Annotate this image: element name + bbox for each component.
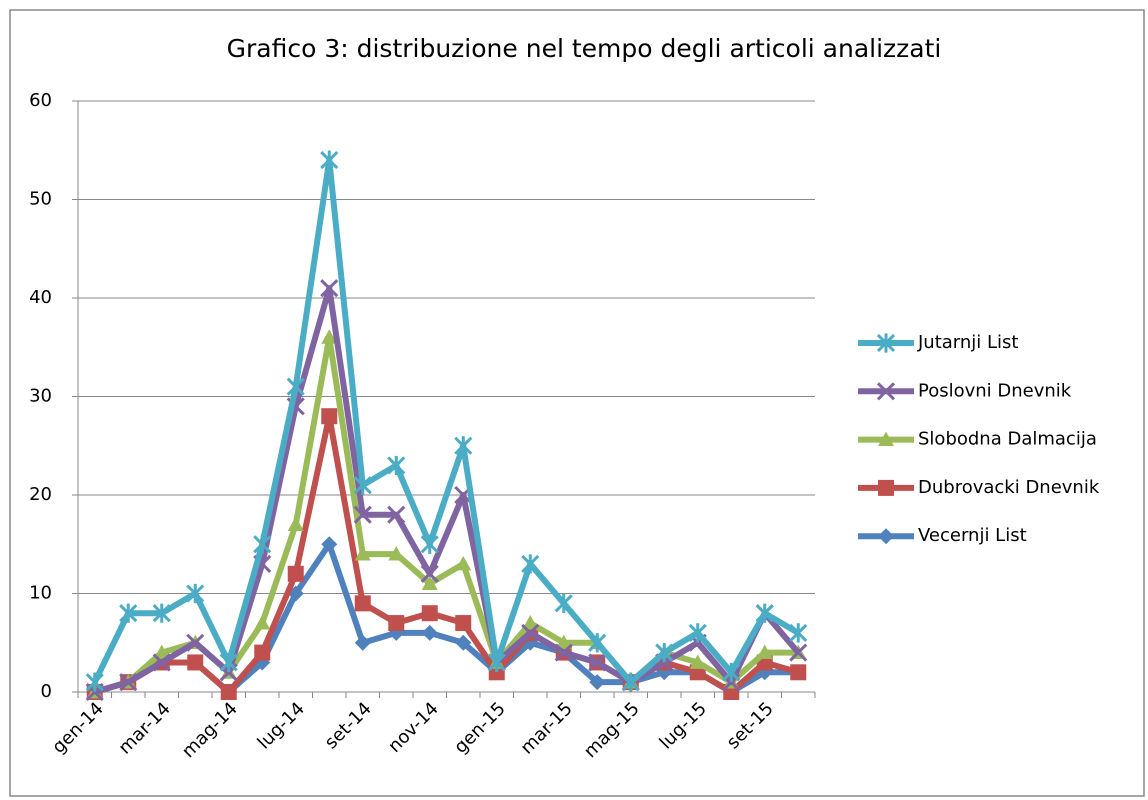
marker: [722, 662, 741, 682]
y-tick-label: 50: [29, 189, 52, 210]
marker: [152, 653, 171, 672]
legend-marker: [878, 431, 894, 446]
marker: [487, 652, 506, 673]
marker: [521, 623, 540, 642]
marker: [588, 653, 607, 672]
marker: [388, 615, 405, 632]
marker: [219, 652, 238, 673]
marker: [420, 564, 439, 583]
legend-label: Poslovni Dnevnik: [918, 380, 1072, 401]
marker: [286, 377, 305, 397]
marker: [455, 555, 472, 571]
marker: [354, 634, 371, 651]
marker: [186, 583, 205, 604]
marker: [789, 643, 808, 662]
marker: [621, 672, 640, 692]
marker: [321, 536, 338, 553]
marker: [254, 644, 271, 661]
marker: [554, 643, 573, 662]
legend-marker: [878, 528, 894, 545]
legend-label: Slobodna Dalmacija: [918, 429, 1097, 450]
marker: [421, 575, 438, 591]
marker: [320, 150, 339, 170]
marker: [320, 279, 339, 298]
marker: [187, 654, 204, 671]
legend-label: Dubrovacki Dnevnik: [918, 477, 1100, 498]
marker: [287, 565, 304, 582]
marker: [152, 603, 171, 623]
marker: [554, 593, 573, 613]
marker: [521, 554, 540, 574]
series-line: [92, 157, 800, 686]
marker: [455, 634, 472, 651]
marker: [354, 595, 371, 612]
y-tick-label: 20: [29, 484, 52, 505]
y-tick-label: 0: [41, 681, 52, 702]
y-tick-label: 40: [29, 287, 52, 308]
marker: [755, 603, 774, 623]
legend-marker: [876, 333, 896, 353]
marker: [85, 672, 104, 692]
marker: [119, 603, 138, 623]
marker: [455, 615, 472, 632]
marker: [421, 624, 438, 641]
marker: [688, 623, 707, 643]
marker: [153, 644, 170, 659]
marker: [589, 674, 606, 691]
marker: [387, 455, 406, 476]
marker: [756, 644, 773, 659]
marker: [321, 408, 338, 425]
chart-title: Grafico 3: distribuzione nel tempo degli…: [227, 34, 942, 63]
marker: [388, 546, 405, 561]
marker: [254, 615, 271, 630]
series-line: [93, 285, 801, 695]
marker: [689, 654, 706, 669]
marker: [789, 623, 808, 643]
marker: [588, 633, 607, 653]
marker: [321, 329, 338, 344]
marker: [220, 684, 237, 700]
marker: [186, 633, 205, 652]
marker: [555, 634, 572, 650]
legend-marker: [878, 479, 894, 496]
marker: [421, 605, 438, 622]
marker: [354, 546, 371, 561]
marker: [353, 475, 372, 495]
y-tick-label: 60: [29, 90, 52, 111]
chart-frame: [9, 9, 1145, 797]
y-tick-label: 30: [29, 386, 52, 407]
legend-label: Jutarnji List: [917, 332, 1019, 353]
marker: [253, 534, 272, 554]
marker: [420, 534, 439, 554]
marker: [353, 505, 372, 524]
marker: [387, 505, 406, 524]
series-line: [93, 413, 800, 695]
marker: [454, 436, 473, 456]
marker: [287, 516, 304, 531]
legend-marker: [876, 382, 896, 401]
marker: [655, 643, 674, 663]
marker: [790, 664, 807, 681]
y-tick-label: 10: [29, 583, 52, 604]
marker: [522, 615, 539, 630]
marker: [119, 673, 138, 692]
legend-label: Vecernji List: [918, 525, 1027, 546]
